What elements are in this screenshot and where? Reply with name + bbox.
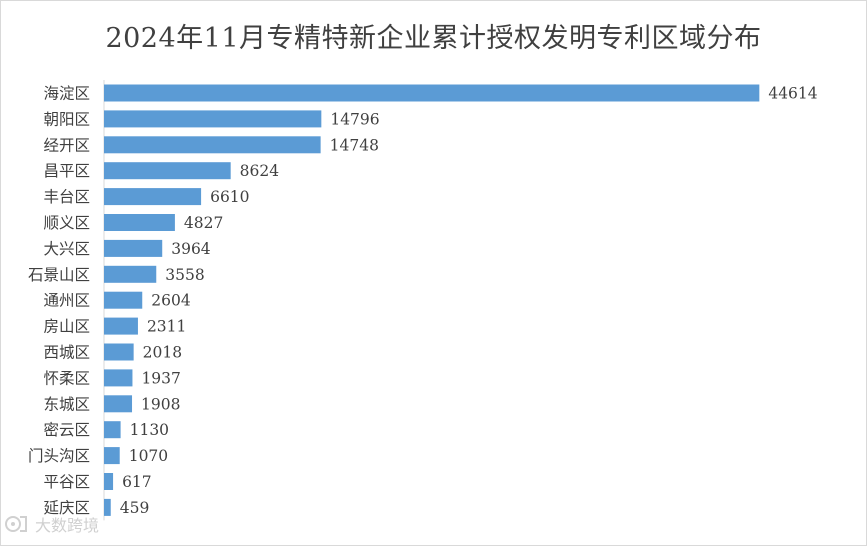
category-label-5: 丰台区 bbox=[43, 188, 90, 206]
watermark-logo-icon bbox=[5, 516, 27, 532]
category-label-7: 大兴区 bbox=[43, 240, 90, 258]
bar-15 bbox=[104, 447, 120, 465]
bar-4 bbox=[104, 162, 231, 180]
value-label-17: 459 bbox=[120, 499, 150, 517]
category-label-1: 海淀区 bbox=[43, 85, 90, 103]
category-label-2: 朝阳区 bbox=[43, 110, 90, 128]
value-label-9: 2604 bbox=[151, 292, 191, 310]
value-label-10: 2311 bbox=[147, 318, 186, 336]
category-label-16: 平谷区 bbox=[43, 473, 90, 491]
bar-11 bbox=[104, 343, 134, 361]
value-label-2: 14796 bbox=[330, 110, 379, 128]
bar-9 bbox=[104, 291, 143, 309]
value-label-13: 1908 bbox=[141, 395, 180, 413]
category-label-15: 门头沟区 bbox=[28, 447, 90, 465]
value-label-15: 1070 bbox=[129, 447, 168, 465]
value-label-6: 4827 bbox=[184, 214, 223, 232]
category-label-14: 密云区 bbox=[43, 421, 90, 439]
watermark-text: 大数跨境 bbox=[35, 516, 100, 535]
category-label-10: 房山区 bbox=[43, 318, 90, 336]
category-label-8: 石景山区 bbox=[28, 266, 90, 284]
bar-2 bbox=[104, 110, 322, 128]
bar-14 bbox=[104, 421, 121, 439]
value-label-3: 14748 bbox=[330, 136, 379, 154]
value-label-12: 1937 bbox=[141, 369, 180, 387]
bar-3 bbox=[104, 136, 321, 154]
value-label-14: 1130 bbox=[130, 421, 169, 439]
category-label-13: 东城区 bbox=[43, 395, 90, 413]
category-label-9: 通州区 bbox=[43, 292, 90, 310]
watermark: 大数跨境 bbox=[4, 512, 99, 536]
bar-17 bbox=[104, 498, 111, 516]
bar-16 bbox=[104, 473, 114, 490]
value-label-8: 3558 bbox=[165, 266, 204, 284]
bar-1 bbox=[104, 84, 760, 102]
bar-12 bbox=[104, 369, 133, 387]
bar-10 bbox=[104, 317, 138, 335]
value-label-4: 8624 bbox=[240, 162, 280, 180]
category-label-11: 西城区 bbox=[43, 344, 90, 362]
value-label-5: 6610 bbox=[210, 188, 249, 206]
value-label-1: 44614 bbox=[768, 85, 817, 103]
bar-7 bbox=[104, 239, 163, 257]
value-label-11: 2018 bbox=[143, 344, 182, 362]
category-label-17: 延庆区 bbox=[43, 499, 90, 517]
value-label-16: 617 bbox=[122, 473, 152, 491]
category-label-6: 顺义区 bbox=[43, 214, 90, 232]
bar-5 bbox=[104, 188, 202, 206]
chart-title: 2024年11月专精特新企业累计授权发明专利区域分布 bbox=[105, 23, 762, 54]
bar-6 bbox=[104, 214, 175, 231]
category-label-12: 怀柔区 bbox=[43, 369, 90, 387]
bar-13 bbox=[104, 395, 133, 413]
bar-8 bbox=[104, 265, 157, 283]
category-label-4: 昌平区 bbox=[43, 162, 90, 180]
category-label-3: 经开区 bbox=[43, 136, 90, 154]
value-label-7: 3964 bbox=[171, 240, 211, 258]
